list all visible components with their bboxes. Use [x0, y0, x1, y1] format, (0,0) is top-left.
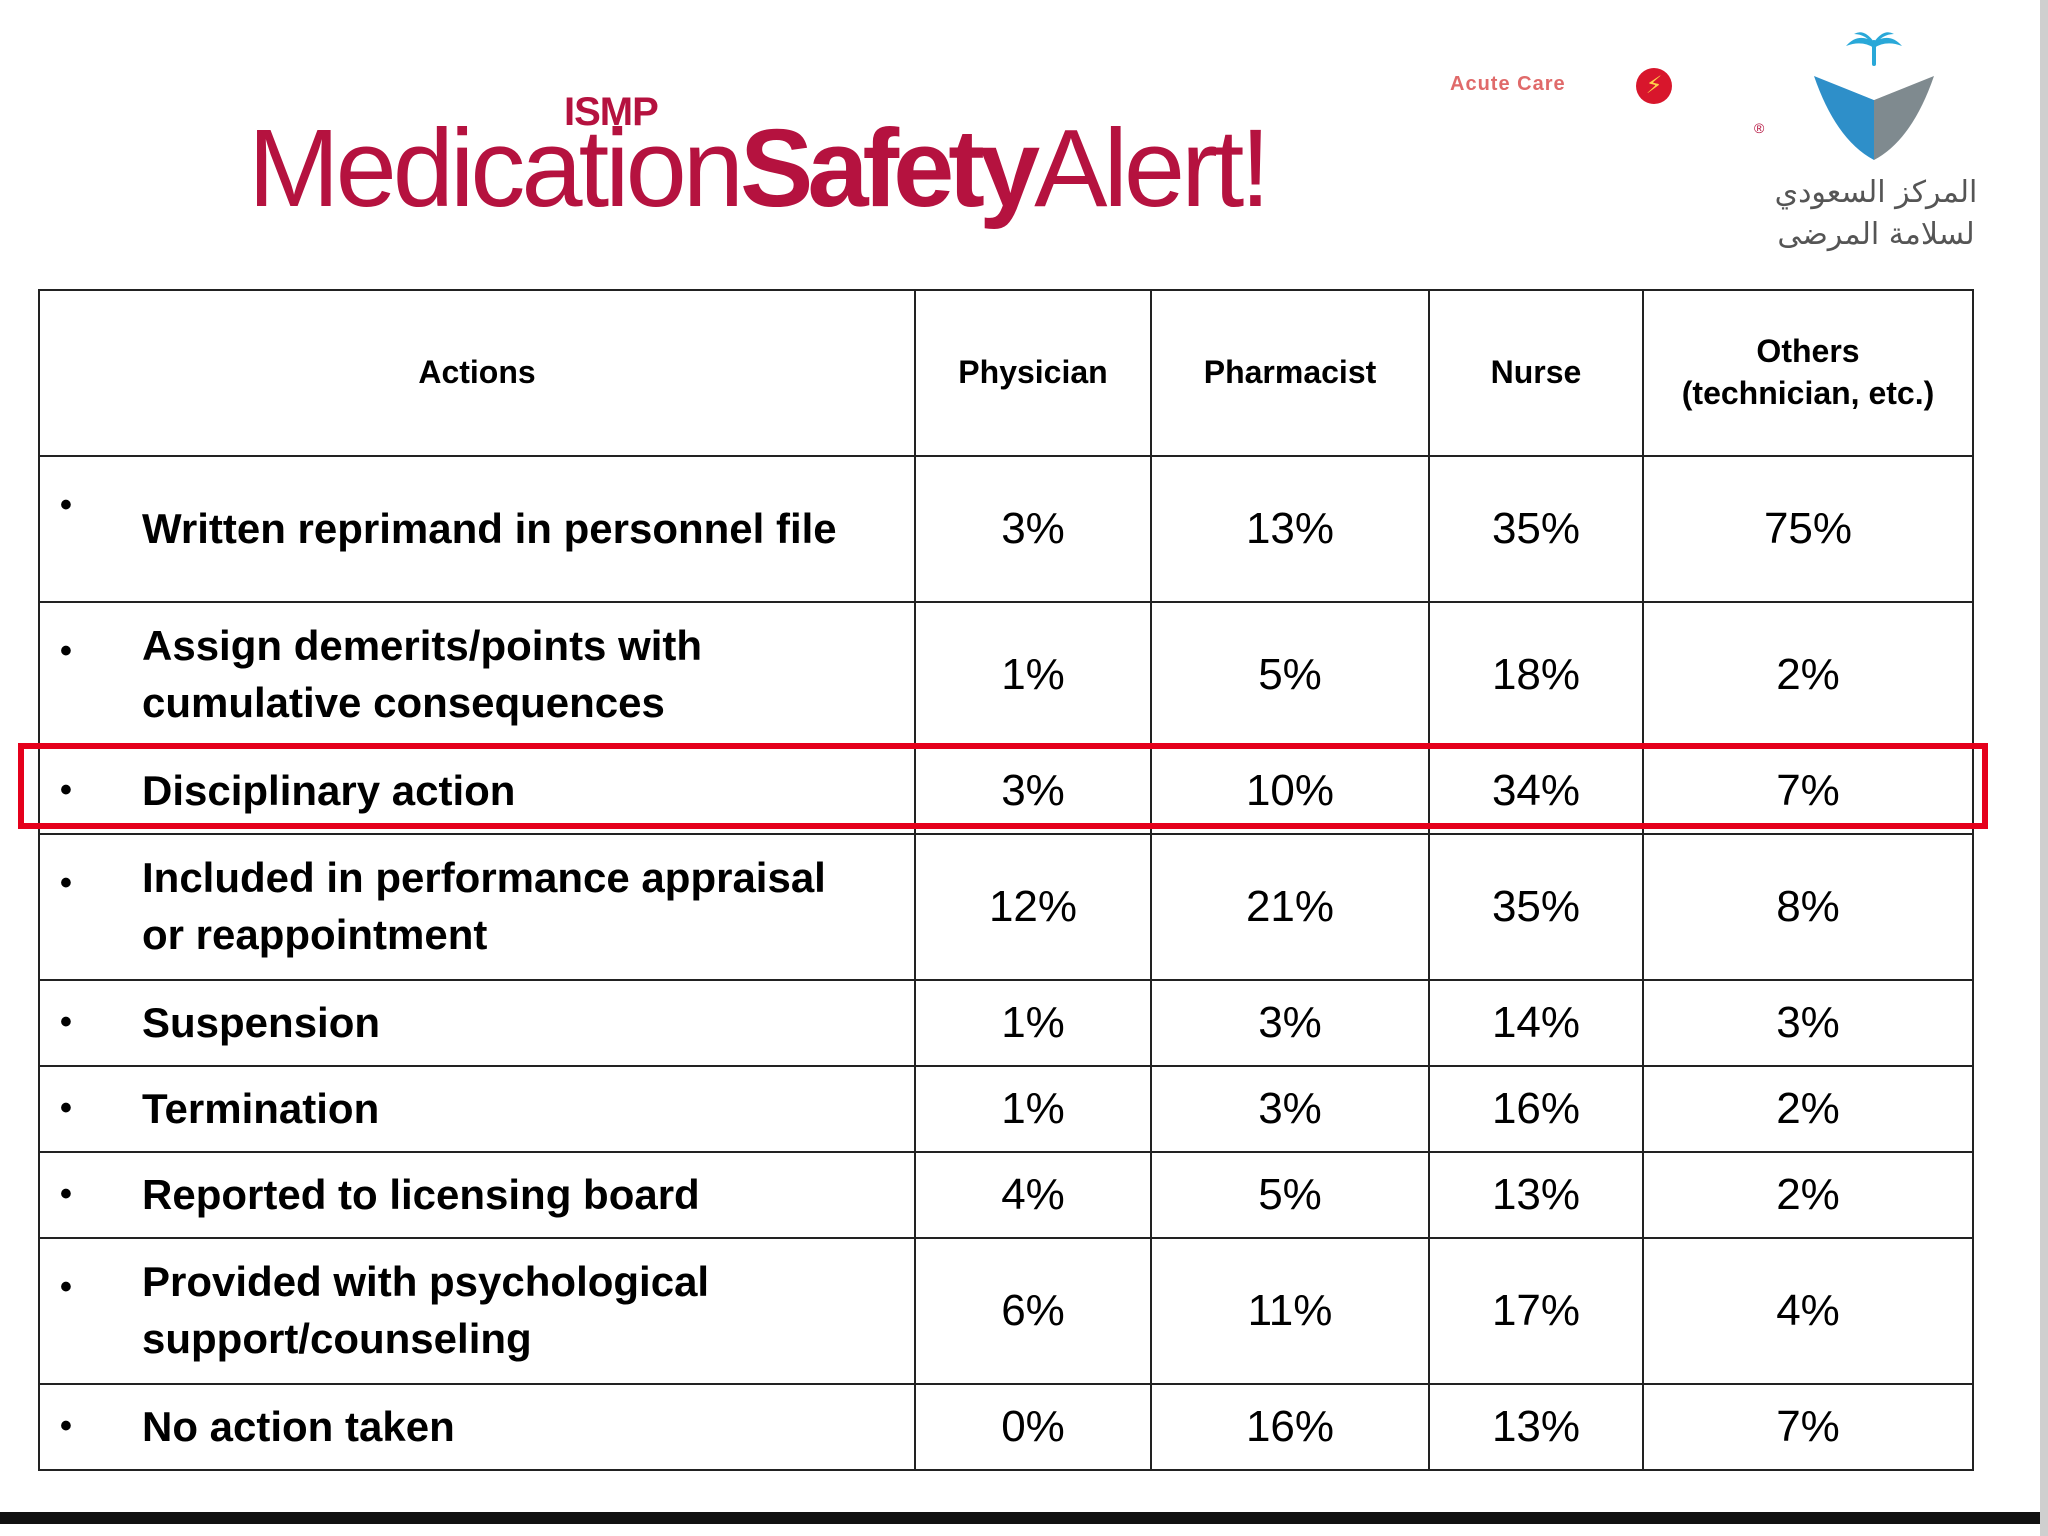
nurse-cell: 14% — [1428, 979, 1644, 1067]
pharmacist-cell: 5% — [1150, 601, 1430, 749]
physician-cell: 1% — [914, 601, 1152, 749]
action-text: Assign demerits/points with cumulative c… — [142, 622, 703, 726]
action-text: Termination — [142, 1084, 380, 1132]
table-row: • No action taken 0% 16% 13% 7% — [38, 1383, 1974, 1471]
bottom-divider — [0, 1512, 2048, 1524]
emblem-icon — [1814, 32, 1934, 160]
others-cell: 7% — [1642, 747, 1974, 835]
action-cell: • Provided with psychological support/cou… — [38, 1237, 916, 1385]
header-others-line-2: (technician, etc.) — [1681, 375, 1935, 411]
bullet: • — [60, 1089, 72, 1128]
bullet: • — [60, 1175, 72, 1214]
header-others-line-1: Others — [1756, 333, 1860, 370]
header-actions: Actions — [38, 289, 916, 457]
trademark-symbol: ® — [1754, 120, 1765, 136]
actions-table: Actions Physician Pharmacist Nurse Other… — [38, 289, 1974, 1471]
pharmacist-cell: 11% — [1150, 1237, 1430, 1385]
bullet: • — [60, 1268, 72, 1306]
logo-arabic-line-2: لسلامة المرضى — [1777, 217, 1975, 252]
action-cell: • Termination — [38, 1065, 916, 1153]
table-row: • Provided with psychological support/cou… — [38, 1237, 1974, 1385]
bullet: • — [60, 486, 72, 524]
header-nurse: Nurse — [1428, 289, 1644, 457]
banner-title-safety: Safety — [739, 107, 1040, 230]
action-text: Written reprimand in personnel file — [142, 504, 837, 552]
action-text: Suspension — [142, 998, 381, 1046]
header-others: Others (technician, etc.) — [1642, 289, 1974, 457]
ismp-banner: ISMP Acute Care ⚡ MedicationSafetyAlert!… — [232, 62, 1772, 224]
acute-care-label: Acute Care — [1450, 73, 1566, 95]
action-text: Provided with psychological support/coun… — [142, 1258, 710, 1362]
pharmacist-cell: 5% — [1150, 1151, 1430, 1239]
banner-title: MedicationSafetyAlert! — [248, 114, 1271, 224]
action-cell: • Written reprimand in personnel file — [38, 455, 916, 603]
nurse-cell: 35% — [1428, 455, 1644, 603]
action-cell: • Assign demerits/points with cumulative … — [38, 601, 916, 749]
nurse-cell: 34% — [1428, 747, 1644, 835]
table-row: • Assign demerits/points with cumulative … — [38, 601, 1974, 749]
pharmacist-cell: 3% — [1150, 979, 1430, 1067]
table-header-row: Actions Physician Pharmacist Nurse Other… — [38, 289, 1974, 457]
others-cell: 2% — [1642, 1065, 1974, 1153]
table-row: • Written reprimand in personnel file 3% … — [38, 455, 1974, 603]
others-cell: 4% — [1642, 1237, 1974, 1385]
physician-cell: 3% — [914, 747, 1152, 835]
nurse-cell: 35% — [1428, 833, 1644, 981]
lightning-icon: ⚡ — [1636, 68, 1672, 104]
others-cell: 2% — [1642, 1151, 1974, 1239]
action-cell: • Included in performance appraisal or re… — [38, 833, 916, 981]
header-physician: Physician — [914, 289, 1152, 457]
ismp-label: ISMP — [564, 90, 659, 134]
action-cell: • Reported to licensing board — [38, 1151, 916, 1239]
banner-title-medication: Medication — [248, 107, 744, 230]
nurse-cell: 16% — [1428, 1065, 1644, 1153]
others-cell: 7% — [1642, 1383, 1974, 1471]
bullet: • — [60, 1003, 72, 1042]
table-row: • Termination 1% 3% 16% 2% — [38, 1065, 1974, 1153]
nurse-cell: 13% — [1428, 1151, 1644, 1239]
others-cell: 3% — [1642, 979, 1974, 1067]
pharmacist-cell: 13% — [1150, 455, 1430, 603]
physician-cell: 3% — [914, 455, 1152, 603]
physician-cell: 1% — [914, 979, 1152, 1067]
pharmacist-cell: 21% — [1150, 833, 1430, 981]
action-text: No action taken — [142, 1402, 455, 1450]
bullet: • — [60, 771, 72, 810]
physician-cell: 6% — [914, 1237, 1152, 1385]
bullet: • — [60, 864, 72, 902]
action-cell: • Disciplinary action — [38, 747, 916, 835]
physician-cell: 4% — [914, 1151, 1152, 1239]
banner-title-alert: Alert! — [1034, 107, 1271, 230]
pharmacist-cell: 16% — [1150, 1383, 1430, 1471]
table-row: • Included in performance appraisal or re… — [38, 833, 1974, 981]
physician-cell: 12% — [914, 833, 1152, 981]
window-edge — [2040, 0, 2048, 1536]
nurse-cell: 13% — [1428, 1383, 1644, 1471]
table-row-highlighted: • Disciplinary action 3% 10% 34% 7% — [38, 747, 1974, 835]
nurse-cell: 18% — [1428, 601, 1644, 749]
action-text: Included in performance appraisal or rea… — [142, 854, 826, 958]
action-cell: • No action taken — [38, 1383, 916, 1471]
logo-arabic-line-1: المركز السعودي — [1774, 175, 1978, 210]
physician-cell: 0% — [914, 1383, 1152, 1471]
bullet: • — [60, 1407, 72, 1446]
table-row: • Reported to licensing board 4% 5% 13% 2… — [38, 1151, 1974, 1239]
action-cell: • Suspension — [38, 979, 916, 1067]
header-pharmacist: Pharmacist — [1150, 289, 1430, 457]
physician-cell: 1% — [914, 1065, 1152, 1153]
action-text: Reported to licensing board — [142, 1170, 700, 1218]
saudi-patient-safety-logo: المركز السعودي لسلامة المرضى — [1756, 30, 1996, 260]
action-text: Disciplinary action — [142, 766, 516, 814]
bullet: • — [60, 632, 72, 670]
nurse-cell: 17% — [1428, 1237, 1644, 1385]
pharmacist-cell: 3% — [1150, 1065, 1430, 1153]
others-cell: 75% — [1642, 455, 1974, 603]
table-row: • Suspension 1% 3% 14% 3% — [38, 979, 1974, 1067]
others-cell: 8% — [1642, 833, 1974, 981]
pharmacist-cell: 10% — [1150, 747, 1430, 835]
others-cell: 2% — [1642, 601, 1974, 749]
